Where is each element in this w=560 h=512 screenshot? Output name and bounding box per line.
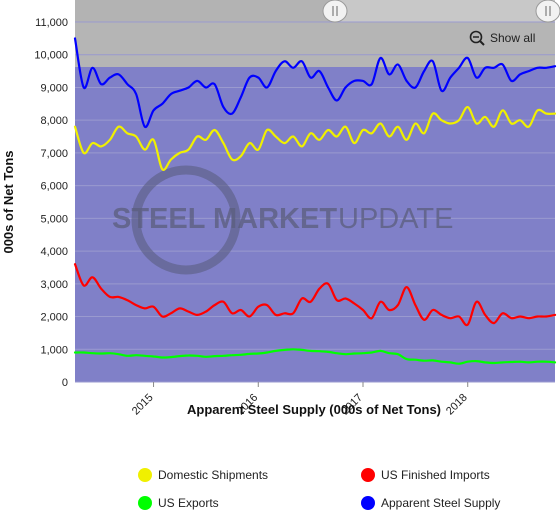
legend-marker: [138, 496, 152, 510]
legend-item-us-finished-imports[interactable]: US Finished Imports: [361, 468, 490, 482]
navigator-window[interactable]: [75, 0, 335, 22]
plot-background: [75, 22, 555, 382]
legend: Domestic Shipments US Finished Imports US …: [138, 468, 500, 510]
series-line-us-exports: [73, 348, 557, 365]
legend-item-apparent-steel-supply[interactable]: Apparent Steel Supply: [361, 496, 500, 510]
legend-marker: [361, 468, 375, 482]
series-line-us-finished-imports: [73, 263, 557, 327]
y-tick-label: 9,000: [40, 82, 68, 94]
series-lines: [73, 37, 557, 365]
legend-label: US Finished Imports: [381, 468, 490, 482]
y-axis-title: 000s of Net Tons: [1, 150, 16, 253]
y-tick-label: 1,000: [40, 344, 68, 356]
legend-item-domestic-shipments[interactable]: Domestic Shipments: [138, 468, 268, 482]
watermark-word-3: UPDATE: [338, 203, 453, 235]
legend-label: US Exports: [158, 496, 219, 510]
legend-marker: [138, 468, 152, 482]
y-tick-label: 8,000: [40, 115, 68, 127]
x-tick-label: 2018: [444, 392, 470, 418]
y-tick-label: 3,000: [40, 279, 68, 291]
show-all-label: Show all: [490, 31, 535, 45]
navigator-handle-left[interactable]: [322, 0, 348, 23]
legend-item-us-exports[interactable]: US Exports: [138, 496, 219, 510]
watermark-logo: STEEL MARKET UPDATE: [112, 165, 453, 275]
legend-label: Apparent Steel Supply: [381, 496, 500, 510]
y-tick-label: 6,000: [40, 181, 68, 193]
watermark-word-1: STEEL: [112, 203, 205, 235]
upper-mask: [75, 22, 555, 67]
zoom-out-icon: [469, 30, 485, 46]
y-tick-label: 5,000: [40, 213, 68, 225]
y-tick-label: 0: [62, 377, 68, 389]
show-all-button[interactable]: Show all: [469, 30, 536, 46]
y-tick-label: 7,000: [40, 148, 68, 160]
y-tick-label: 10,000: [34, 50, 68, 62]
x-tick-label: 2015: [130, 392, 156, 418]
series-line-apparent-steel-supply: [73, 37, 557, 129]
y-axis-ticks: 0 1,000 2,000 3,000 4,000 5,000 6,000 7,000 8,00…: [34, 17, 68, 389]
y-tick-label: 2,000: [40, 312, 68, 324]
navigator-handle-right[interactable]: [535, 0, 560, 23]
watermark-word-2: MARKET: [213, 203, 337, 235]
y-tick-label: 11,000: [35, 17, 68, 29]
legend-marker: [361, 496, 375, 510]
watermark-ring: [131, 165, 241, 275]
y-tick-label: 4,000: [40, 246, 68, 258]
legend-label: Domestic Shipments: [158, 468, 268, 482]
x-axis-title: Apparent Steel Supply (000s of Net Tons): [187, 402, 441, 417]
series-line-domestic-shipments: [73, 106, 557, 172]
